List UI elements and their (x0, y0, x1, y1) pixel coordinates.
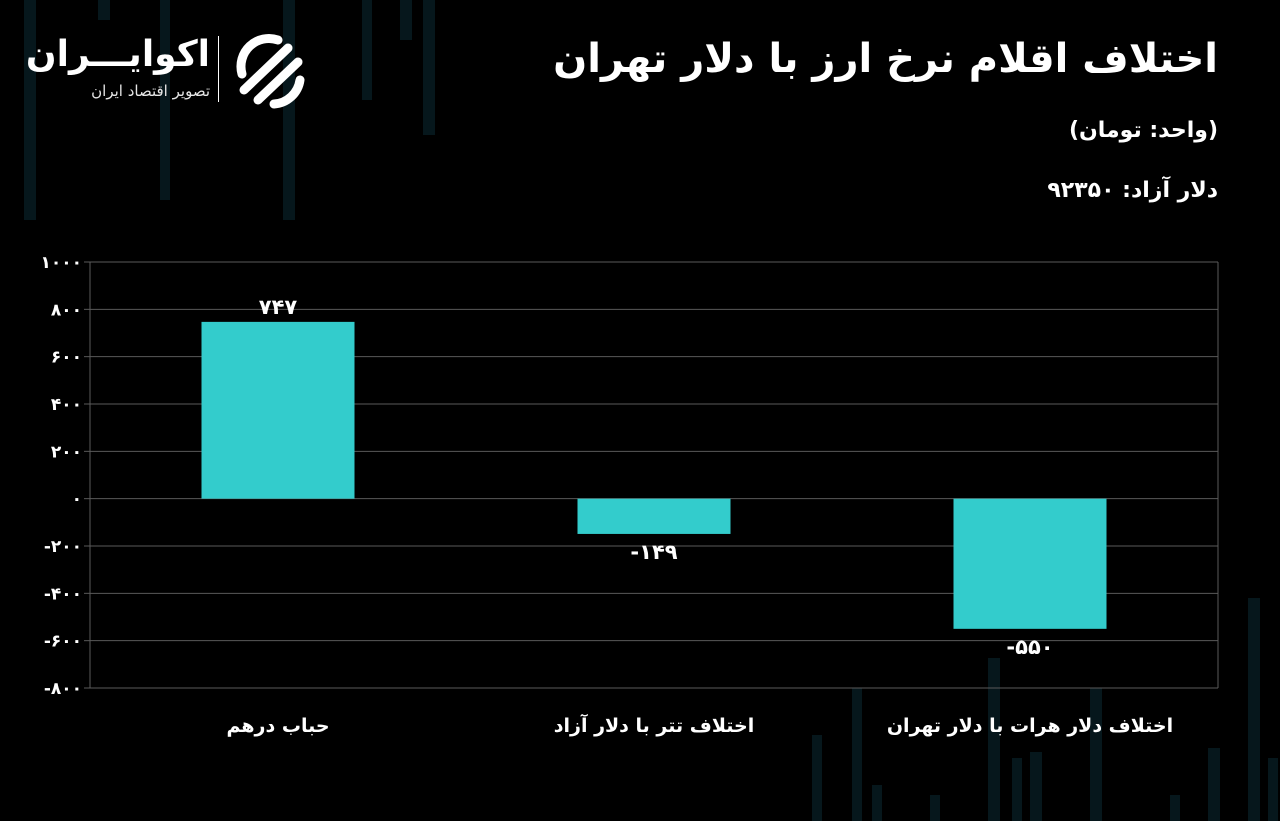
background-bar (1268, 758, 1278, 821)
category-label: اختلاف تتر با دلار آزاد (554, 713, 754, 737)
bar-data-label: -۱۴۹ (630, 540, 677, 564)
background-bar (1030, 752, 1042, 821)
background-bar (98, 0, 110, 20)
background-bar (160, 0, 170, 200)
background-bar (872, 785, 882, 821)
logo: اکوایـــران تصویر اقتصاد ایران (25, 30, 310, 110)
background-bar (852, 688, 862, 821)
background-bar (1012, 758, 1022, 821)
background-bar (812, 735, 822, 821)
chart-title: اختلاف اقلام نرخ ارز با دلار تهران (553, 36, 1218, 82)
background-bar (930, 795, 940, 821)
category-label: اختلاف دلار هرات با دلار تهران (887, 715, 1173, 737)
background-bar (400, 0, 412, 40)
bar (201, 321, 355, 499)
background-bar (1090, 688, 1102, 821)
background-bar (362, 0, 372, 100)
y-tick-label: -۸۰۰ (44, 679, 82, 699)
bar (577, 498, 731, 534)
category-label: حباب درهم (226, 715, 329, 737)
background-bar (423, 0, 435, 135)
background-bar (988, 658, 1000, 821)
y-tick-label: -۶۰۰ (44, 632, 82, 652)
background-bar (1248, 598, 1260, 821)
bar-data-label: ۷۴۷ (259, 295, 298, 319)
y-tick-label: ۱۰۰۰ (40, 253, 82, 273)
logo-name: اکوایـــران (25, 34, 210, 75)
background-bar (1208, 748, 1220, 821)
bar-data-label: -۵۵۰ (1006, 635, 1053, 659)
y-tick-label: ۲۰۰ (51, 442, 82, 462)
y-tick-label: ۴۰۰ (51, 395, 82, 415)
y-tick-label: -۴۰۰ (44, 584, 82, 604)
ecoiran-logo-icon (236, 34, 305, 109)
unit-note: (واحد: تومان) (1068, 118, 1218, 143)
y-tick-label: -۲۰۰ (44, 537, 82, 557)
bar (953, 498, 1107, 629)
background-bar (1170, 795, 1180, 821)
logo-divider (218, 36, 219, 102)
logo-tagline: تصویر اقتصاد ایران (91, 82, 210, 100)
y-tick-label: ۸۰۰ (51, 300, 82, 320)
background-bar (24, 0, 36, 220)
y-tick-label: ۶۰۰ (51, 348, 82, 368)
y-tick-label: ۰ (72, 490, 82, 510)
free-dollar-rate: دلار آزاد: ۹۲۳۵۰ (1047, 178, 1218, 203)
